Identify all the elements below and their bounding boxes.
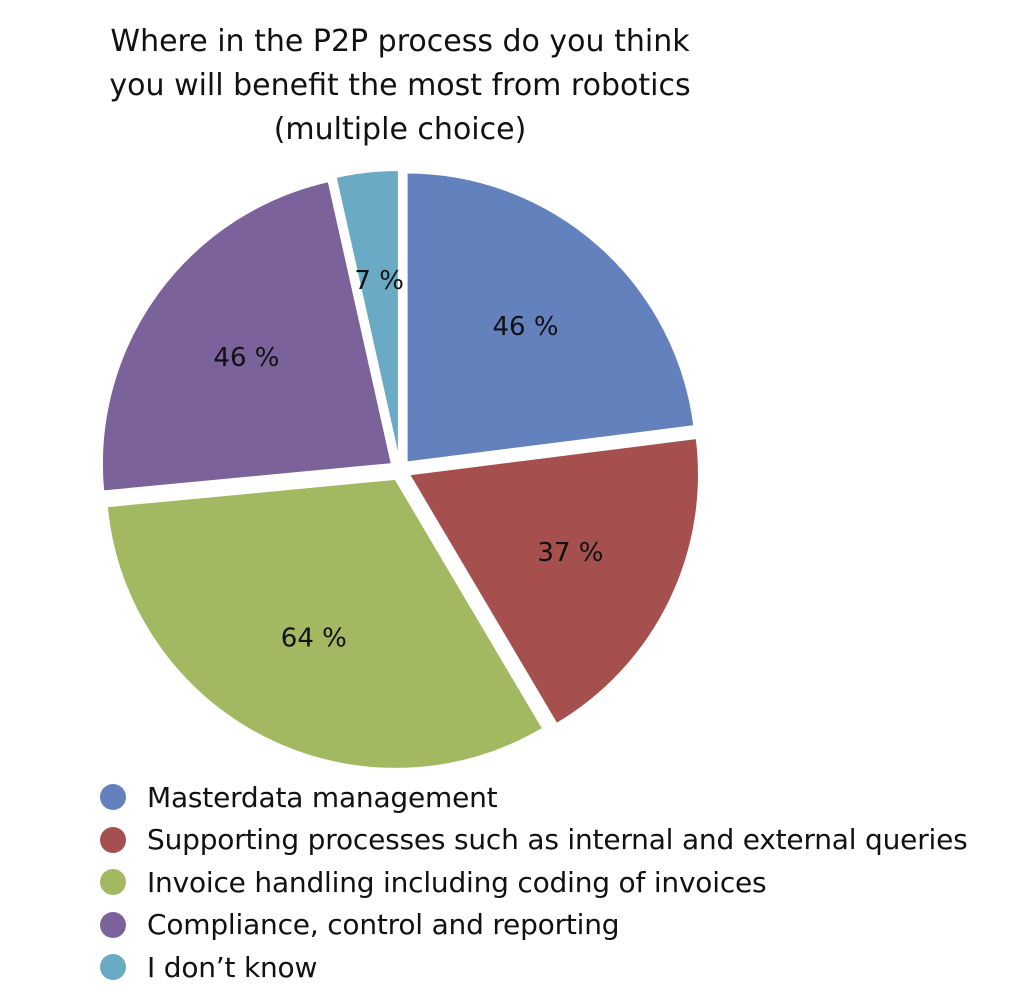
pie-slice-4 bbox=[334, 169, 400, 461]
pie-slice-1 bbox=[407, 436, 700, 726]
pie-slice-3 bbox=[100, 179, 394, 493]
slice-label-2: 64 % bbox=[281, 624, 347, 654]
legend: Masterdata management Supporting process… bbox=[100, 776, 968, 989]
legend-swatch bbox=[100, 954, 126, 981]
legend-label: I don’t know bbox=[147, 950, 318, 984]
legend-item-supporting-processes: Supporting processes such as internal an… bbox=[100, 819, 968, 862]
legend-item-invoice-handling: Invoice handling including coding of inv… bbox=[100, 861, 968, 904]
legend-item-compliance: Compliance, control and reporting bbox=[100, 904, 968, 947]
pie-slice-0 bbox=[405, 171, 696, 464]
slice-label-3: 46 % bbox=[213, 343, 279, 373]
chart-title: Where in the P2P process do you think yo… bbox=[40, 20, 760, 152]
legend-label: Masterdata management bbox=[147, 780, 498, 814]
slice-label-1: 37 % bbox=[537, 538, 603, 568]
chart-title-line-1: Where in the P2P process do you think bbox=[110, 24, 690, 60]
legend-label: Compliance, control and reporting bbox=[147, 908, 620, 942]
legend-swatch bbox=[100, 911, 126, 938]
chart-title-line-2: you will benefit the most from robotics bbox=[109, 68, 691, 104]
legend-item-dont-know: I don’t know bbox=[100, 946, 968, 989]
legend-swatch bbox=[100, 784, 126, 811]
slice-label-4: 7 % bbox=[354, 266, 404, 296]
pie-chart: 46 % 37 % 64 % 46 % 7 % bbox=[100, 169, 700, 770]
legend-swatch bbox=[100, 869, 126, 896]
legend-label: Supporting processes such as internal an… bbox=[147, 823, 968, 857]
legend-swatch bbox=[100, 826, 126, 853]
legend-item-masterdata: Masterdata management bbox=[100, 776, 968, 819]
legend-label: Invoice handling including coding of inv… bbox=[147, 865, 767, 899]
chart-title-line-3: (multiple choice) bbox=[273, 112, 527, 148]
pie-slice-2 bbox=[105, 477, 545, 770]
slice-label-0: 46 % bbox=[492, 312, 558, 342]
